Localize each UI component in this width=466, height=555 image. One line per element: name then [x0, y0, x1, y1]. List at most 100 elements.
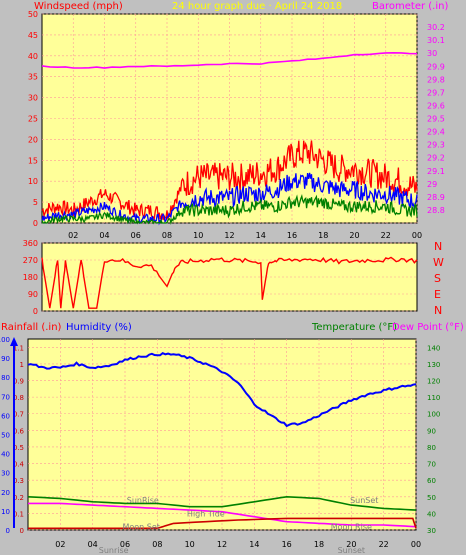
- climate-series-line: [28, 517, 417, 530]
- temperature-label: Temperature (°F): [311, 322, 397, 333]
- humidity-label: Humidity (%): [66, 322, 132, 333]
- rainfall-label: Rainfall (.in): [1, 322, 62, 333]
- climate-plot-area: [27, 338, 417, 531]
- climate-x-tick: 10: [185, 540, 195, 549]
- compass-e: E: [434, 288, 441, 301]
- humidity-y-tick: 30: [1, 470, 10, 478]
- wind-y-tick: 25: [28, 115, 38, 124]
- climate-x-tick: 20: [346, 540, 356, 549]
- barometer-y-tick: 29.6: [427, 101, 445, 110]
- wind-y-tick: 30: [28, 94, 38, 103]
- rain-y-tick: 0.9: [13, 378, 24, 386]
- wind-y-tick: 35: [28, 73, 38, 82]
- rain-y-tick: 0.1: [13, 510, 24, 518]
- temperature-y-tick: 110: [427, 394, 440, 402]
- humidity-arrow-icon: [10, 337, 18, 346]
- humidity-y-tick: 20: [1, 489, 10, 497]
- rain-y-tick: 0: [20, 527, 24, 535]
- wind-y-tick: 10: [28, 177, 38, 186]
- temperature-y-tick: 60: [427, 477, 436, 485]
- climate-x-tick: 22: [379, 540, 389, 549]
- humidity-y-tick: 80: [1, 374, 10, 382]
- wind-y-tick: 40: [28, 52, 38, 61]
- barometer-y-tick: 29.1: [427, 167, 445, 176]
- climate-series-line: [27, 495, 417, 511]
- climate-x-tick: 18: [314, 540, 324, 549]
- humidity-y-tick: 90: [1, 355, 10, 363]
- direction-y-tick: 360: [23, 239, 38, 248]
- climate-x-tick: 04: [88, 540, 98, 549]
- barometer-y-tick: 28.8: [427, 206, 445, 215]
- climate-annotation: Sunrise: [99, 546, 129, 555]
- temperature-y-tick: 30: [427, 527, 436, 535]
- humidity-y-tick: 0: [6, 527, 10, 535]
- climate-annotation: SunRise: [127, 496, 159, 505]
- barometer-y-tick: 30.2: [427, 23, 445, 32]
- climate-annotation: Moon Rise: [331, 523, 372, 532]
- wind-y-tick: 15: [28, 156, 38, 165]
- humidity-y-tick: 10: [1, 508, 10, 516]
- rain-y-tick: 0.7: [13, 411, 24, 419]
- barometer-y-tick: 28.9: [427, 193, 445, 202]
- wind-x-tick: 20: [349, 231, 359, 240]
- barometer-y-tick: 30: [427, 49, 437, 58]
- direction-y-tick: 180: [23, 273, 38, 282]
- direction-line: [41, 256, 418, 309]
- barometer-y-tick: 29.2: [427, 154, 445, 163]
- rain-y-tick: 1.1: [13, 344, 24, 352]
- wind-x-tick: 12: [224, 231, 234, 240]
- temperature-y-tick: 120: [427, 378, 440, 386]
- temperature-y-tick: 140: [427, 344, 440, 352]
- barometer-y-tick: 29.7: [427, 88, 445, 97]
- wind-y-tick: 0: [33, 219, 38, 228]
- temperature-y-tick: 70: [427, 461, 436, 469]
- temperature-y-tick: 90: [427, 427, 436, 435]
- dewpoint-label: Dew Point (°F): [392, 322, 464, 333]
- wind-y-tick: 45: [28, 31, 38, 40]
- climate-x-tick: 06: [120, 540, 130, 549]
- rain-y-tick: 0.2: [13, 494, 24, 502]
- wind-series-line: [41, 140, 418, 221]
- wind-y-tick: 50: [28, 10, 38, 19]
- wind-series-line: [41, 172, 418, 226]
- barometer-line: [41, 51, 418, 69]
- climate-x-tick: 02: [55, 540, 65, 549]
- climate-x-tick: 08: [152, 540, 162, 549]
- barometer-y-tick: 29.9: [427, 62, 445, 71]
- wind-x-tick: 08: [162, 231, 172, 240]
- climate-annotation: Sunset: [338, 546, 365, 555]
- rain-y-tick: 0.5: [13, 444, 24, 452]
- barometer-y-tick: 29: [427, 180, 437, 189]
- rain-y-tick: 0.8: [13, 394, 24, 402]
- temperature-y-tick: 80: [427, 444, 436, 452]
- humidity-y-tick: 60: [1, 412, 10, 420]
- humidity-y-tick: 100: [0, 336, 10, 344]
- temperature-y-tick: 40: [427, 510, 436, 518]
- humidity-y-tick: 40: [1, 451, 10, 459]
- compass-n-top: N: [434, 240, 442, 253]
- climate-x-tick: 14: [249, 540, 259, 549]
- temperature-y-tick: 130: [427, 361, 440, 369]
- barometer-y-tick: 29.5: [427, 115, 445, 124]
- rain-y-tick: 0.3: [13, 477, 24, 485]
- barometer-y-tick: 29.8: [427, 75, 445, 84]
- climate-x-tick: 00: [411, 540, 421, 549]
- barometer-y-tick: 29.3: [427, 141, 445, 150]
- wind-y-tick: 5: [33, 198, 38, 207]
- wind-x-tick: 14: [256, 231, 266, 240]
- barometer-label: Barometer (.in): [372, 1, 448, 12]
- graph-date-label: 24 hour graph due · April 24 2018: [172, 1, 342, 12]
- direction-y-tick: 0: [33, 307, 38, 316]
- compass-n-bottom: N: [434, 304, 442, 317]
- wind-x-tick: 04: [99, 231, 109, 240]
- rain-y-tick: 0.6: [13, 427, 25, 435]
- direction-y-tick: 270: [23, 256, 38, 265]
- wind-x-tick: 00: [412, 231, 422, 240]
- wind-x-tick: 22: [381, 231, 391, 240]
- wind-x-tick: 02: [68, 231, 78, 240]
- climate-annotation: High Tide: [187, 509, 225, 518]
- humidity-y-tick: 70: [1, 393, 10, 401]
- wind-x-tick: 16: [287, 231, 297, 240]
- windspeed-label: Windspeed (mph): [34, 1, 123, 12]
